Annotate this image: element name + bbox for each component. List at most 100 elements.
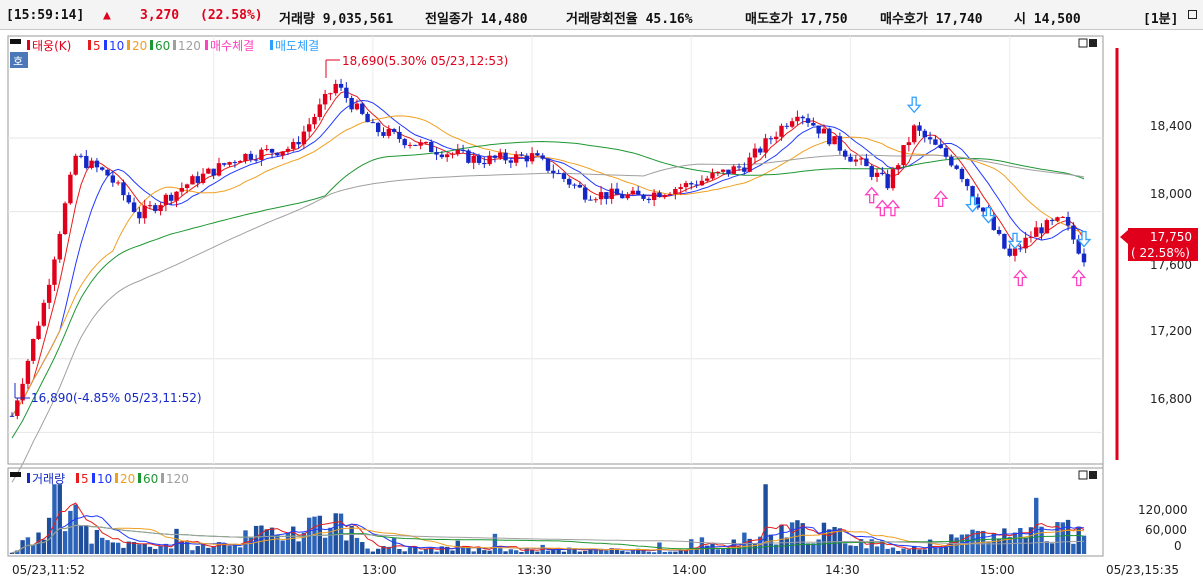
window-restore-icon[interactable] [1188, 10, 1197, 19]
volume-bar [179, 541, 185, 554]
candle [699, 180, 705, 186]
volume-bar [683, 550, 689, 554]
volume-bar [949, 534, 954, 554]
vol-legend-ma10: 10 [97, 472, 112, 486]
volume-bar [349, 525, 354, 554]
panel-restore-icon[interactable] [1078, 38, 1088, 48]
volume-bar [620, 550, 625, 554]
candle [450, 153, 455, 155]
status-ask: 매도호가 17,750 [745, 12, 848, 27]
x-tick-label: 13:30 [517, 563, 552, 577]
volume-bar [625, 551, 630, 554]
volume-bar [641, 549, 646, 554]
legend-main: 태웅(K) [32, 39, 71, 53]
volume-bar [121, 547, 126, 554]
volume-bar [360, 542, 365, 554]
candle [131, 202, 137, 212]
candle [577, 184, 583, 188]
panel-handle-icon[interactable] [10, 39, 21, 44]
volume-bar [476, 547, 482, 554]
candle [1002, 233, 1007, 249]
candle [455, 149, 460, 154]
volume-bar [174, 528, 179, 554]
volume-bar [720, 549, 726, 554]
candle [306, 124, 312, 132]
sell-marker-icon [1007, 232, 1023, 250]
volume-bar [1071, 543, 1076, 554]
candle [827, 128, 832, 145]
volume-ma10-line [11, 515, 1085, 554]
volume-bar [9, 552, 15, 554]
candle [572, 184, 577, 186]
candle [614, 188, 620, 195]
legend-ma10: 10 [109, 39, 124, 53]
legend-sell: 매도체결 [275, 39, 319, 53]
volume-bar [630, 550, 636, 554]
volume-bar [1060, 522, 1065, 554]
candle [391, 129, 397, 132]
candle [858, 158, 864, 160]
volume-bar [78, 526, 84, 554]
status-turnover: 거래량회전율 45.16% [566, 12, 693, 27]
candle [556, 173, 561, 175]
volume-bar [885, 548, 890, 554]
candle [444, 154, 450, 158]
volume-bar [933, 547, 938, 554]
ho-button[interactable] [10, 52, 28, 68]
volume-bar [269, 527, 275, 554]
vol-legend-ma20: 20 [120, 472, 135, 486]
volume-bar [460, 547, 466, 554]
volume-bar [519, 552, 524, 554]
volume-bar [614, 548, 620, 554]
panel-close-icon[interactable] [1089, 471, 1097, 479]
status-change-pct: (22.58%) [200, 8, 263, 23]
volume-bar [1049, 543, 1055, 554]
candle [259, 149, 264, 160]
vol-legend-ma60: 60 [143, 472, 158, 486]
candle [784, 125, 790, 127]
candle [105, 169, 110, 176]
candle [561, 173, 567, 179]
candle [439, 154, 445, 158]
volume-bar [869, 539, 874, 554]
volume-bar [805, 543, 811, 554]
status-time: [15:59:14] [6, 8, 85, 23]
volume-bar [1065, 519, 1071, 554]
status-change: 3,270 [140, 8, 180, 23]
candle [965, 179, 970, 187]
volume-bar [911, 545, 917, 554]
candle [508, 160, 514, 163]
volume-ma5-line [11, 502, 1085, 554]
x-tick-label: 05/23,11:52 [12, 563, 85, 577]
candle [620, 194, 625, 199]
volume-bar [413, 546, 418, 554]
panel-handle-icon[interactable] [10, 472, 21, 477]
candle [137, 211, 142, 219]
low-annotation: 16,890(-4.85% 05/23,11:52) [14, 383, 202, 405]
candle [943, 148, 949, 157]
legend-ma60: 60 [155, 39, 170, 53]
volume-bar [508, 549, 514, 554]
candle [1028, 236, 1034, 238]
candle [641, 194, 646, 199]
panel-restore-icon[interactable] [1078, 470, 1088, 480]
volume-bar [444, 546, 450, 554]
volume-bar [147, 546, 153, 554]
candle [959, 168, 965, 180]
candle [678, 187, 683, 189]
volume-bar [211, 546, 216, 554]
y-tick-label: 17,200 [1150, 324, 1192, 338]
candle [73, 155, 78, 175]
candle [1076, 239, 1081, 254]
volume-bar [206, 547, 211, 554]
legend-swatch [104, 40, 107, 50]
volume-bar [89, 543, 94, 554]
x-tick-label: 12:30 [210, 563, 245, 577]
panel-close-icon[interactable] [1089, 39, 1097, 47]
volume-bar [646, 551, 652, 554]
volume-ma20-line [11, 524, 1085, 554]
vol-tick-label: 120,000 [1138, 503, 1188, 517]
volume-bar [365, 548, 370, 554]
volume-bar [1044, 541, 1050, 554]
period-selector[interactable]: [1분] [1143, 12, 1179, 27]
